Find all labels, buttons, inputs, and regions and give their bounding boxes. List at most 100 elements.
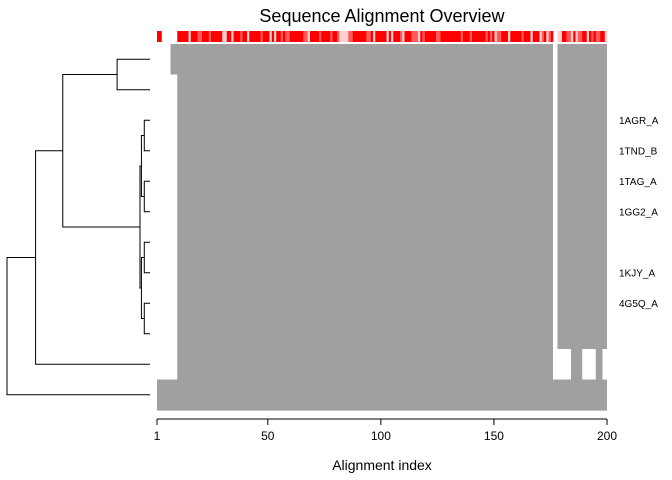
conservation-cell <box>575 31 579 42</box>
aligned-segment <box>157 257 607 289</box>
conservation-cell <box>492 31 495 42</box>
row-label: 1KJY_A <box>619 268 655 279</box>
row-label: 1TAG_A <box>619 177 657 188</box>
gap-segment <box>157 227 178 259</box>
gap-segment <box>602 349 607 381</box>
conservation-cell <box>179 31 183 42</box>
conservation-cell <box>584 31 588 42</box>
conservation-cell <box>220 31 223 42</box>
conservation-cell <box>406 31 410 42</box>
alignment-row <box>157 227 607 259</box>
conservation-cell <box>269 31 273 42</box>
conservation-cell <box>557 31 561 42</box>
conservation-cell <box>314 31 318 42</box>
conservation-cell <box>368 31 372 42</box>
alignment-row <box>157 74 607 106</box>
conservation-cell <box>424 31 428 42</box>
conservation-cell <box>528 31 531 42</box>
conservation-cell <box>364 31 367 42</box>
conservation-cell <box>181 31 185 42</box>
gap-segment <box>553 74 558 106</box>
conservation-cell <box>289 31 293 42</box>
conservation-cell <box>339 31 342 42</box>
conservation-cell <box>197 31 201 42</box>
conservation-cell <box>505 31 509 42</box>
gap-segment <box>157 135 178 167</box>
dendrogram-branch <box>143 302 150 335</box>
conservation-cell <box>481 31 484 42</box>
conservation-cell <box>490 31 493 42</box>
dendrogram-branch <box>62 74 140 228</box>
conservation-cell <box>532 31 536 42</box>
aligned-segment <box>157 105 607 137</box>
conservation-cell <box>294 31 297 42</box>
conservation-cell <box>550 31 554 42</box>
conservation-cell <box>195 31 198 42</box>
conservation-cell <box>332 31 336 42</box>
conservation-cell <box>348 31 351 42</box>
conservation-cell <box>391 31 394 42</box>
row-label: 1AGR_A <box>619 116 659 127</box>
conservation-cell <box>582 31 585 42</box>
conservation-cell <box>483 31 486 42</box>
conservation-cell <box>188 31 192 42</box>
conservation-cell <box>379 31 383 42</box>
conservation-cell <box>211 31 214 42</box>
conservation-cell <box>244 31 248 42</box>
conservation-cell <box>501 31 504 42</box>
conservation-cell <box>404 31 408 42</box>
gap-segment <box>553 44 558 76</box>
alignment-row <box>157 105 607 137</box>
conservation-cell <box>285 31 288 42</box>
conservation-cell <box>503 31 507 42</box>
conservation-cell <box>213 31 216 42</box>
gap-segment <box>553 288 558 320</box>
conservation-cell <box>568 31 572 42</box>
conservation-cell <box>233 31 237 42</box>
x-tick-label: 200 <box>597 429 617 443</box>
conservation-cell <box>323 31 327 42</box>
conservation-cell <box>458 31 462 42</box>
conservation-cell <box>292 31 295 42</box>
conservation-cell <box>375 31 378 42</box>
alignment-row <box>157 349 607 381</box>
conservation-cell <box>415 31 419 42</box>
conservation-cell <box>508 31 511 42</box>
conservation-cell <box>305 31 309 42</box>
conservation-cell <box>451 31 455 42</box>
conservation-cell <box>240 31 243 42</box>
x-axis-label: Alignment index <box>332 457 432 473</box>
conservation-cell <box>382 31 385 42</box>
conservation-cell <box>474 31 477 42</box>
conservation-cell <box>523 31 527 42</box>
conservation-cell <box>467 31 471 42</box>
conservation-cell <box>229 31 232 42</box>
conservation-cell <box>449 31 453 42</box>
conservation-cell <box>546 31 549 42</box>
conservation-cell <box>429 31 432 42</box>
conservation-cell <box>355 31 358 42</box>
conservation-cell <box>278 31 282 42</box>
conservation-cell <box>400 31 403 42</box>
conservation-cell <box>341 31 345 42</box>
conservation-cell <box>447 31 450 42</box>
aligned-segment <box>157 288 607 320</box>
conservation-cell <box>431 31 435 42</box>
x-tick-label: 100 <box>371 429 391 443</box>
alignment-row <box>157 196 607 228</box>
conservation-cell <box>420 31 423 42</box>
gap-segment <box>157 288 178 320</box>
aligned-segment <box>157 318 607 350</box>
conservation-cell <box>366 31 369 42</box>
gap-segment <box>157 105 178 137</box>
conservation-cell <box>249 31 252 42</box>
conservation-cell <box>267 31 270 42</box>
conservation-cell <box>343 31 347 42</box>
conservation-cell <box>276 31 279 42</box>
conservation-cell <box>409 31 412 42</box>
conservation-cell <box>548 31 552 42</box>
conservation-cell <box>298 31 302 42</box>
conservation-cell <box>280 31 284 42</box>
conservation-cell <box>251 31 255 42</box>
